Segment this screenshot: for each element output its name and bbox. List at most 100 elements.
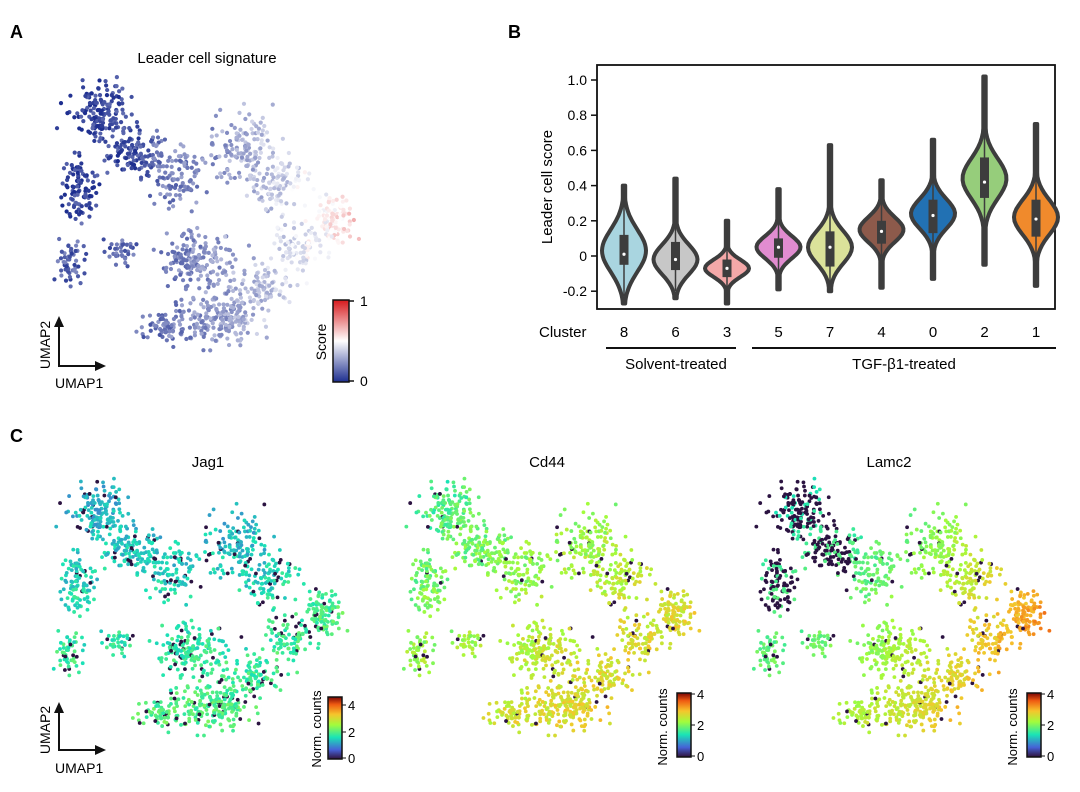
cell-point (544, 690, 549, 695)
cell-point (189, 658, 194, 662)
cell-point (267, 180, 272, 185)
cell-point (548, 557, 553, 562)
cell-point (237, 588, 242, 593)
cell-point (59, 249, 64, 254)
cell-point (203, 325, 208, 330)
cell-point (244, 193, 250, 198)
cell-point (819, 538, 823, 542)
cell-point (96, 534, 101, 538)
cell-point (68, 642, 73, 647)
cell-point (135, 571, 140, 575)
cell-point (164, 561, 169, 565)
cell-point (843, 545, 847, 550)
cell-point (532, 661, 537, 666)
cell-point (57, 236, 62, 242)
cell-point (164, 338, 169, 343)
cell-point (424, 663, 429, 668)
cell-point (509, 566, 514, 571)
cell-point (266, 270, 271, 275)
cell-point (150, 540, 155, 545)
cell-point (252, 652, 257, 656)
cell-point (430, 635, 435, 640)
cell-point (224, 272, 229, 278)
cell-point (186, 265, 191, 270)
cell-point (238, 295, 244, 300)
cell-point (218, 529, 223, 533)
cell-point (79, 114, 84, 119)
cell-point (446, 493, 450, 498)
cell-point (461, 644, 466, 649)
cell-point (58, 647, 62, 651)
cell-point (312, 256, 318, 261)
cell-point (423, 603, 428, 608)
cell-point (577, 551, 582, 556)
cell-point (164, 231, 169, 236)
cell-point (809, 496, 814, 500)
cell-point (231, 728, 235, 733)
cell-point (141, 568, 145, 573)
cell-point (232, 688, 237, 693)
cell-point (64, 264, 69, 269)
cell-point (510, 659, 515, 664)
cell-point (252, 665, 257, 669)
cell-point (210, 126, 215, 131)
cell-point (276, 567, 280, 572)
cell-point (281, 295, 286, 300)
cell-point (249, 317, 254, 323)
cell-point (164, 265, 169, 270)
cell-point (688, 615, 693, 620)
cell-point (601, 543, 606, 548)
cell-point (122, 548, 127, 553)
cell-point (202, 668, 206, 673)
cell-point (54, 524, 59, 529)
cell-point (581, 709, 586, 714)
cell-point (451, 480, 456, 485)
cell-point (198, 653, 203, 658)
cell-point (775, 584, 780, 589)
cell-point (189, 209, 194, 214)
cell-point (183, 287, 189, 292)
cell-point (206, 285, 211, 290)
cell-point (276, 632, 281, 636)
cell-point (514, 587, 518, 591)
cell-point (150, 547, 155, 552)
cell-point (245, 677, 250, 682)
cell-point (510, 580, 515, 585)
cell-point (443, 522, 448, 527)
cell-point (85, 105, 90, 110)
cell-point (610, 552, 615, 557)
cell-point (211, 567, 216, 572)
cell-point (801, 537, 806, 542)
cell-point (559, 646, 563, 651)
cell-point (227, 260, 232, 265)
cell-point (66, 605, 71, 610)
cell-point (293, 597, 298, 602)
cell-point (91, 494, 96, 499)
cell-point (260, 600, 265, 605)
cell-point (148, 322, 153, 327)
cell-point (615, 581, 620, 585)
cell-point (567, 540, 572, 545)
cell-point (619, 570, 624, 574)
cell-point (788, 566, 793, 571)
cell-point (159, 328, 164, 333)
cell-point (516, 633, 521, 638)
cell-point (674, 601, 678, 606)
cell-point (225, 168, 230, 173)
cell-point (222, 697, 227, 702)
cell-point (234, 667, 238, 672)
cell-point (286, 150, 291, 156)
cell-point (175, 638, 180, 643)
cell-point (169, 578, 173, 583)
cell-point (191, 712, 195, 717)
cell-point (166, 206, 171, 211)
cell-point (125, 151, 130, 156)
cell-point (460, 638, 465, 642)
cell-point (291, 649, 296, 654)
cell-point (821, 552, 826, 557)
cell-point (808, 532, 813, 537)
cell-point (196, 325, 201, 330)
cell-point (547, 718, 552, 722)
cell-point (660, 635, 664, 639)
